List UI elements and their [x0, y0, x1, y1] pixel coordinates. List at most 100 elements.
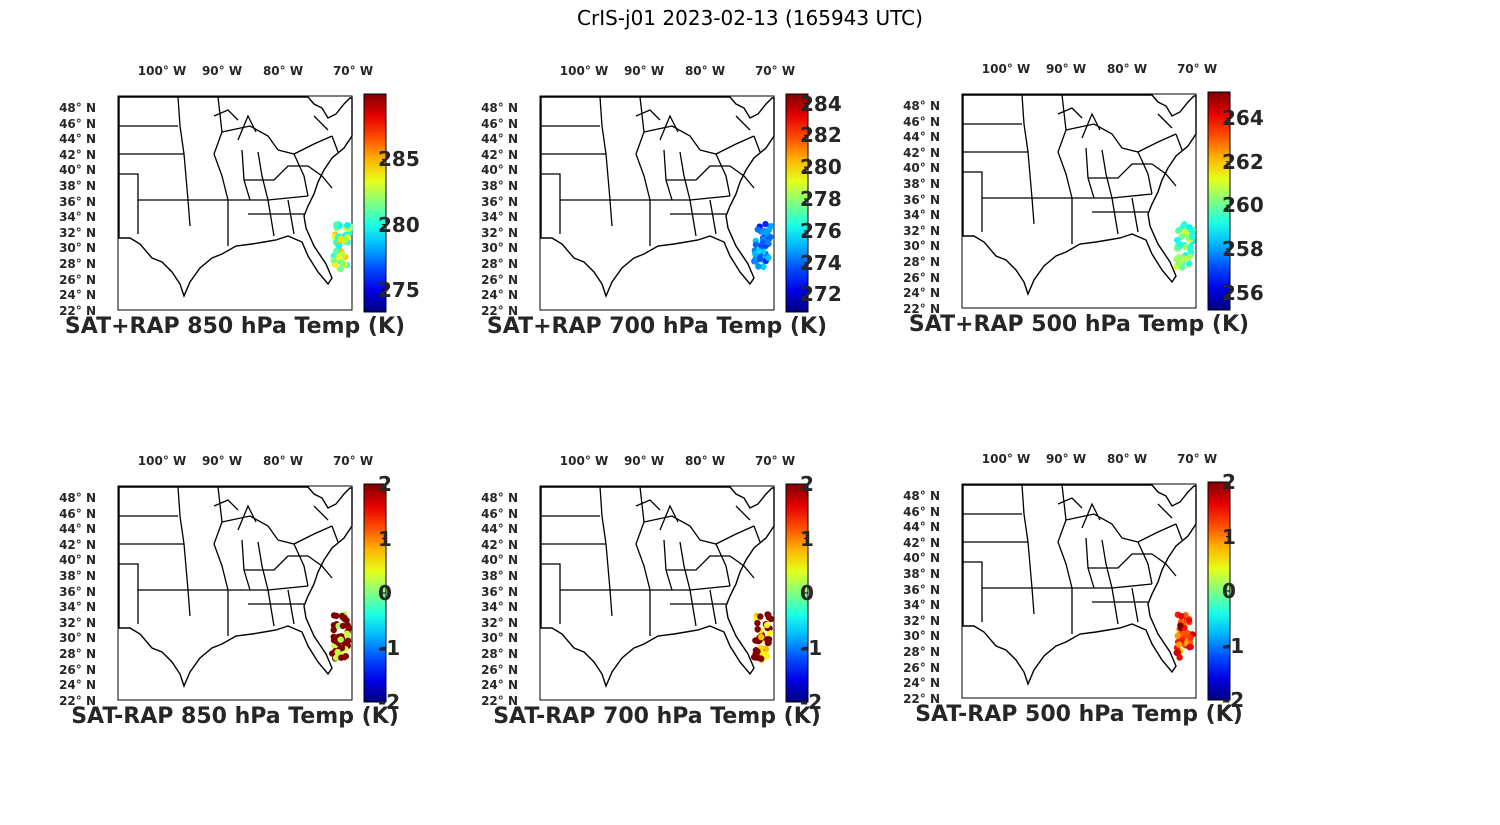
observation-point	[757, 655, 765, 662]
observation-point	[1174, 632, 1181, 639]
latitude-tick-label: 40° N	[481, 163, 518, 178]
latitude-tick-label: 24° N	[59, 288, 96, 303]
state-boundary	[1032, 193, 1153, 244]
observation-point	[763, 621, 771, 629]
map-panel-3: 100° W 90° W 80° W 70° W 48° N 46° N 44° N 42° …	[884, 62, 1314, 352]
latitude-tick-label: 32° N	[59, 615, 96, 630]
state-boundary	[1137, 503, 1183, 585]
us-basemap	[961, 483, 1197, 699]
observation-point	[762, 220, 769, 228]
observation-point	[1181, 221, 1188, 228]
longitude-tick-label: 100° W	[981, 62, 1031, 76]
latitude-tick-label: 22° N	[481, 693, 518, 708]
observation-point	[1176, 654, 1183, 661]
coastline	[962, 484, 1197, 686]
latitude-tick-label: 48° N	[903, 489, 940, 503]
colorbar-tick-label: 285	[378, 147, 420, 172]
latitude-tick-label: 36° N	[481, 584, 518, 599]
colorbar-tick-label: 0	[1222, 579, 1236, 603]
latitude-tick-label: 40° N	[481, 553, 518, 568]
observation-point	[343, 630, 351, 637]
latitude-tick-label: 28° N	[903, 255, 940, 269]
observation-point	[330, 257, 337, 264]
figure-title: CrIS-j01 2023-02-13 (165943 UTC)	[577, 6, 923, 30]
latitude-tick-label: 34° N	[903, 598, 940, 613]
observation-point	[754, 648, 761, 655]
observation-point	[755, 263, 762, 270]
observation-point	[339, 614, 347, 621]
state-boundary	[1121, 523, 1177, 577]
observation-point	[755, 247, 763, 255]
observation-point	[1182, 243, 1189, 251]
observation-point	[332, 654, 340, 661]
latitude-tick-label: 34° N	[481, 210, 518, 225]
state-boundary	[188, 585, 309, 636]
latitude-tick-label: 46° N	[481, 116, 518, 131]
observation-point	[753, 654, 760, 661]
state-boundary	[643, 515, 730, 571]
latitude-tick-label: 42° N	[481, 147, 518, 162]
latitude-tick-label: 24° N	[903, 676, 940, 691]
longitude-tick-label: 100° W	[137, 454, 187, 468]
state-boundary	[1092, 197, 1148, 235]
observation-point	[760, 263, 767, 271]
state-boundary	[213, 499, 257, 531]
observation-point	[338, 259, 346, 267]
state-boundary	[188, 195, 309, 246]
latitude-tick-label: 48° N	[903, 99, 940, 113]
latitude-tick-label: 32° N	[903, 223, 940, 238]
state-boundary	[559, 96, 613, 234]
state-boundary	[699, 135, 755, 189]
latitude-tick-label: 32° N	[481, 225, 518, 240]
latitude-tick-label: 38° N	[903, 567, 940, 581]
latitude-tick-label: 38° N	[481, 179, 518, 193]
colorbar-tick-label: -1	[378, 635, 401, 660]
map-plot-2	[539, 93, 809, 313]
longitude-tick-label: 90° W	[623, 64, 665, 78]
observation-point	[763, 229, 770, 236]
observation-point	[339, 622, 347, 630]
colorbar-tick-label: -1	[800, 635, 823, 660]
state-boundary	[137, 96, 191, 234]
latitude-tick-label: 32° N	[903, 613, 940, 628]
coastline	[540, 486, 775, 688]
observation-point	[330, 252, 337, 260]
colorbar-tick-label: 1	[378, 526, 392, 551]
latitude-tick-label: 22° N	[903, 691, 940, 706]
observation-point	[1175, 226, 1183, 234]
latitude-labels: 48° N 46° N 44° N 42° N 40° N 38° N 36° N 34° N…	[884, 96, 942, 316]
colorbar-tick-label: 264	[1222, 106, 1264, 131]
latitude-tick-label: 30° N	[903, 239, 940, 254]
observation-point	[1187, 634, 1194, 641]
state-boundary	[213, 109, 257, 141]
panel-title: SAT-RAP 850 hPa Temp (K)	[71, 704, 399, 729]
latitude-labels: 48° N 46° N 44° N 42° N 40° N 38° N 36° N 34° N…	[884, 486, 942, 706]
colorbar-tick-labels: 2 1 0 -1 -2	[1222, 470, 1312, 712]
latitude-tick-label: 26° N	[59, 272, 96, 287]
observation-point	[330, 626, 337, 634]
observation-point	[337, 265, 344, 273]
observation-point	[754, 226, 762, 233]
observation-point	[764, 639, 772, 647]
latitude-tick-label: 48° N	[481, 101, 518, 115]
latitude-tick-label: 24° N	[481, 288, 518, 303]
observation-point	[1175, 254, 1182, 261]
latitude-tick-label: 48° N	[59, 101, 96, 115]
state-boundary	[635, 96, 651, 201]
colorbar-tick-label: 0	[378, 581, 392, 605]
colorbar-tick-label: 275	[378, 277, 420, 302]
map-panel-5: 100° W 90° W 80° W 70° W 48° N 46° N 44° N 42° …	[462, 454, 892, 744]
state-boundary	[248, 199, 304, 237]
coastline	[540, 96, 775, 298]
observation-point	[765, 239, 772, 246]
map-plot-6	[961, 481, 1231, 701]
observation-point	[1182, 255, 1190, 263]
observation-point	[1174, 649, 1182, 656]
latitude-tick-label: 26° N	[481, 662, 518, 677]
colorbar	[363, 93, 387, 313]
longitude-tick-label: 70° W	[754, 454, 796, 468]
latitude-tick-label: 44° N	[59, 522, 96, 537]
colorbar-tick-label: -1	[1222, 633, 1245, 658]
latitude-labels: 48° N 46° N 44° N 42° N 40° N 38° N 36° N 34° N…	[40, 488, 98, 708]
latitude-labels: 48° N 46° N 44° N 42° N 40° N 38° N 36° N 34° N…	[40, 98, 98, 318]
